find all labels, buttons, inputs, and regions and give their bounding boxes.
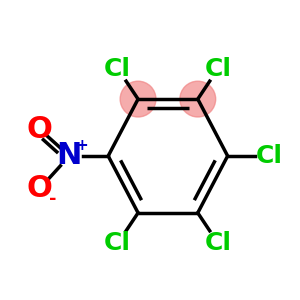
Text: -: - xyxy=(49,190,57,208)
Text: Cl: Cl xyxy=(205,231,232,255)
Text: Cl: Cl xyxy=(256,144,283,168)
Text: O: O xyxy=(27,115,52,144)
Text: Cl: Cl xyxy=(104,57,131,81)
Text: O: O xyxy=(27,174,52,203)
Text: Cl: Cl xyxy=(104,231,131,255)
Text: Cl: Cl xyxy=(205,57,232,81)
Circle shape xyxy=(180,81,216,117)
Text: N: N xyxy=(57,142,82,170)
Circle shape xyxy=(120,81,156,117)
Text: +: + xyxy=(75,138,88,153)
